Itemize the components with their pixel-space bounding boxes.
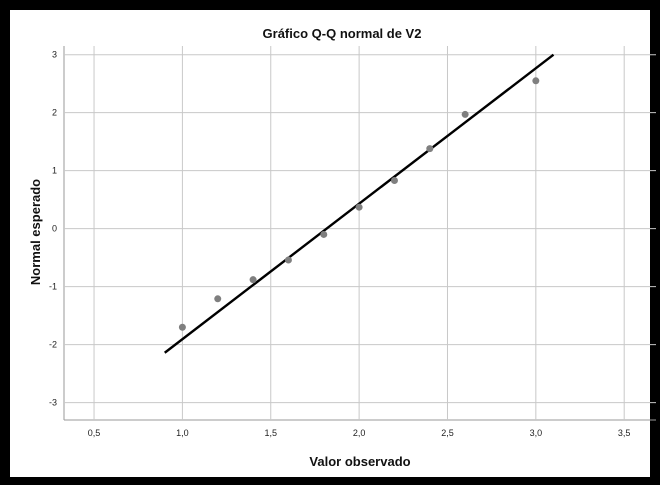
data-point [532,77,540,85]
x-tick-label: 2,0 [353,428,366,438]
grid [63,46,656,421]
data-point [390,177,398,185]
data-point [355,203,363,211]
data-point [178,323,186,331]
x-tick-label: 0,5 [88,428,101,438]
y-tick-label: 0 [52,224,57,234]
data-point [320,230,328,238]
x-tick-label: 3,5 [618,428,631,438]
y-tick-label: 3 [52,50,57,60]
y-tick-label: 1 [52,166,57,176]
chart-title: Gráfico Q-Q normal de V2 [263,26,422,41]
x-tick-label: 3,0 [530,428,543,438]
data-point [461,110,469,118]
y-tick-label: -1 [49,282,57,292]
data-point [249,276,257,284]
tick-labels: 0,5 1,0 1,5 2,0 2,5 3,0 3,5 3 2 1 0 -1 -2 -3 [49,50,630,438]
data-point [426,145,434,153]
data-point [284,256,292,264]
y-tick-label: 2 [52,108,57,118]
x-tick-label: 1,5 [265,428,278,438]
x-tick-label: 1,0 [176,428,189,438]
data-points [178,77,540,331]
y-tick-label: -3 [49,398,57,408]
data-point [214,295,222,303]
x-axis-label: Valor observado [309,454,410,469]
x-tick-label: 2,5 [441,428,454,438]
y-tick-label: -2 [49,340,57,350]
y-axis-label: Normal esperado [28,179,43,285]
